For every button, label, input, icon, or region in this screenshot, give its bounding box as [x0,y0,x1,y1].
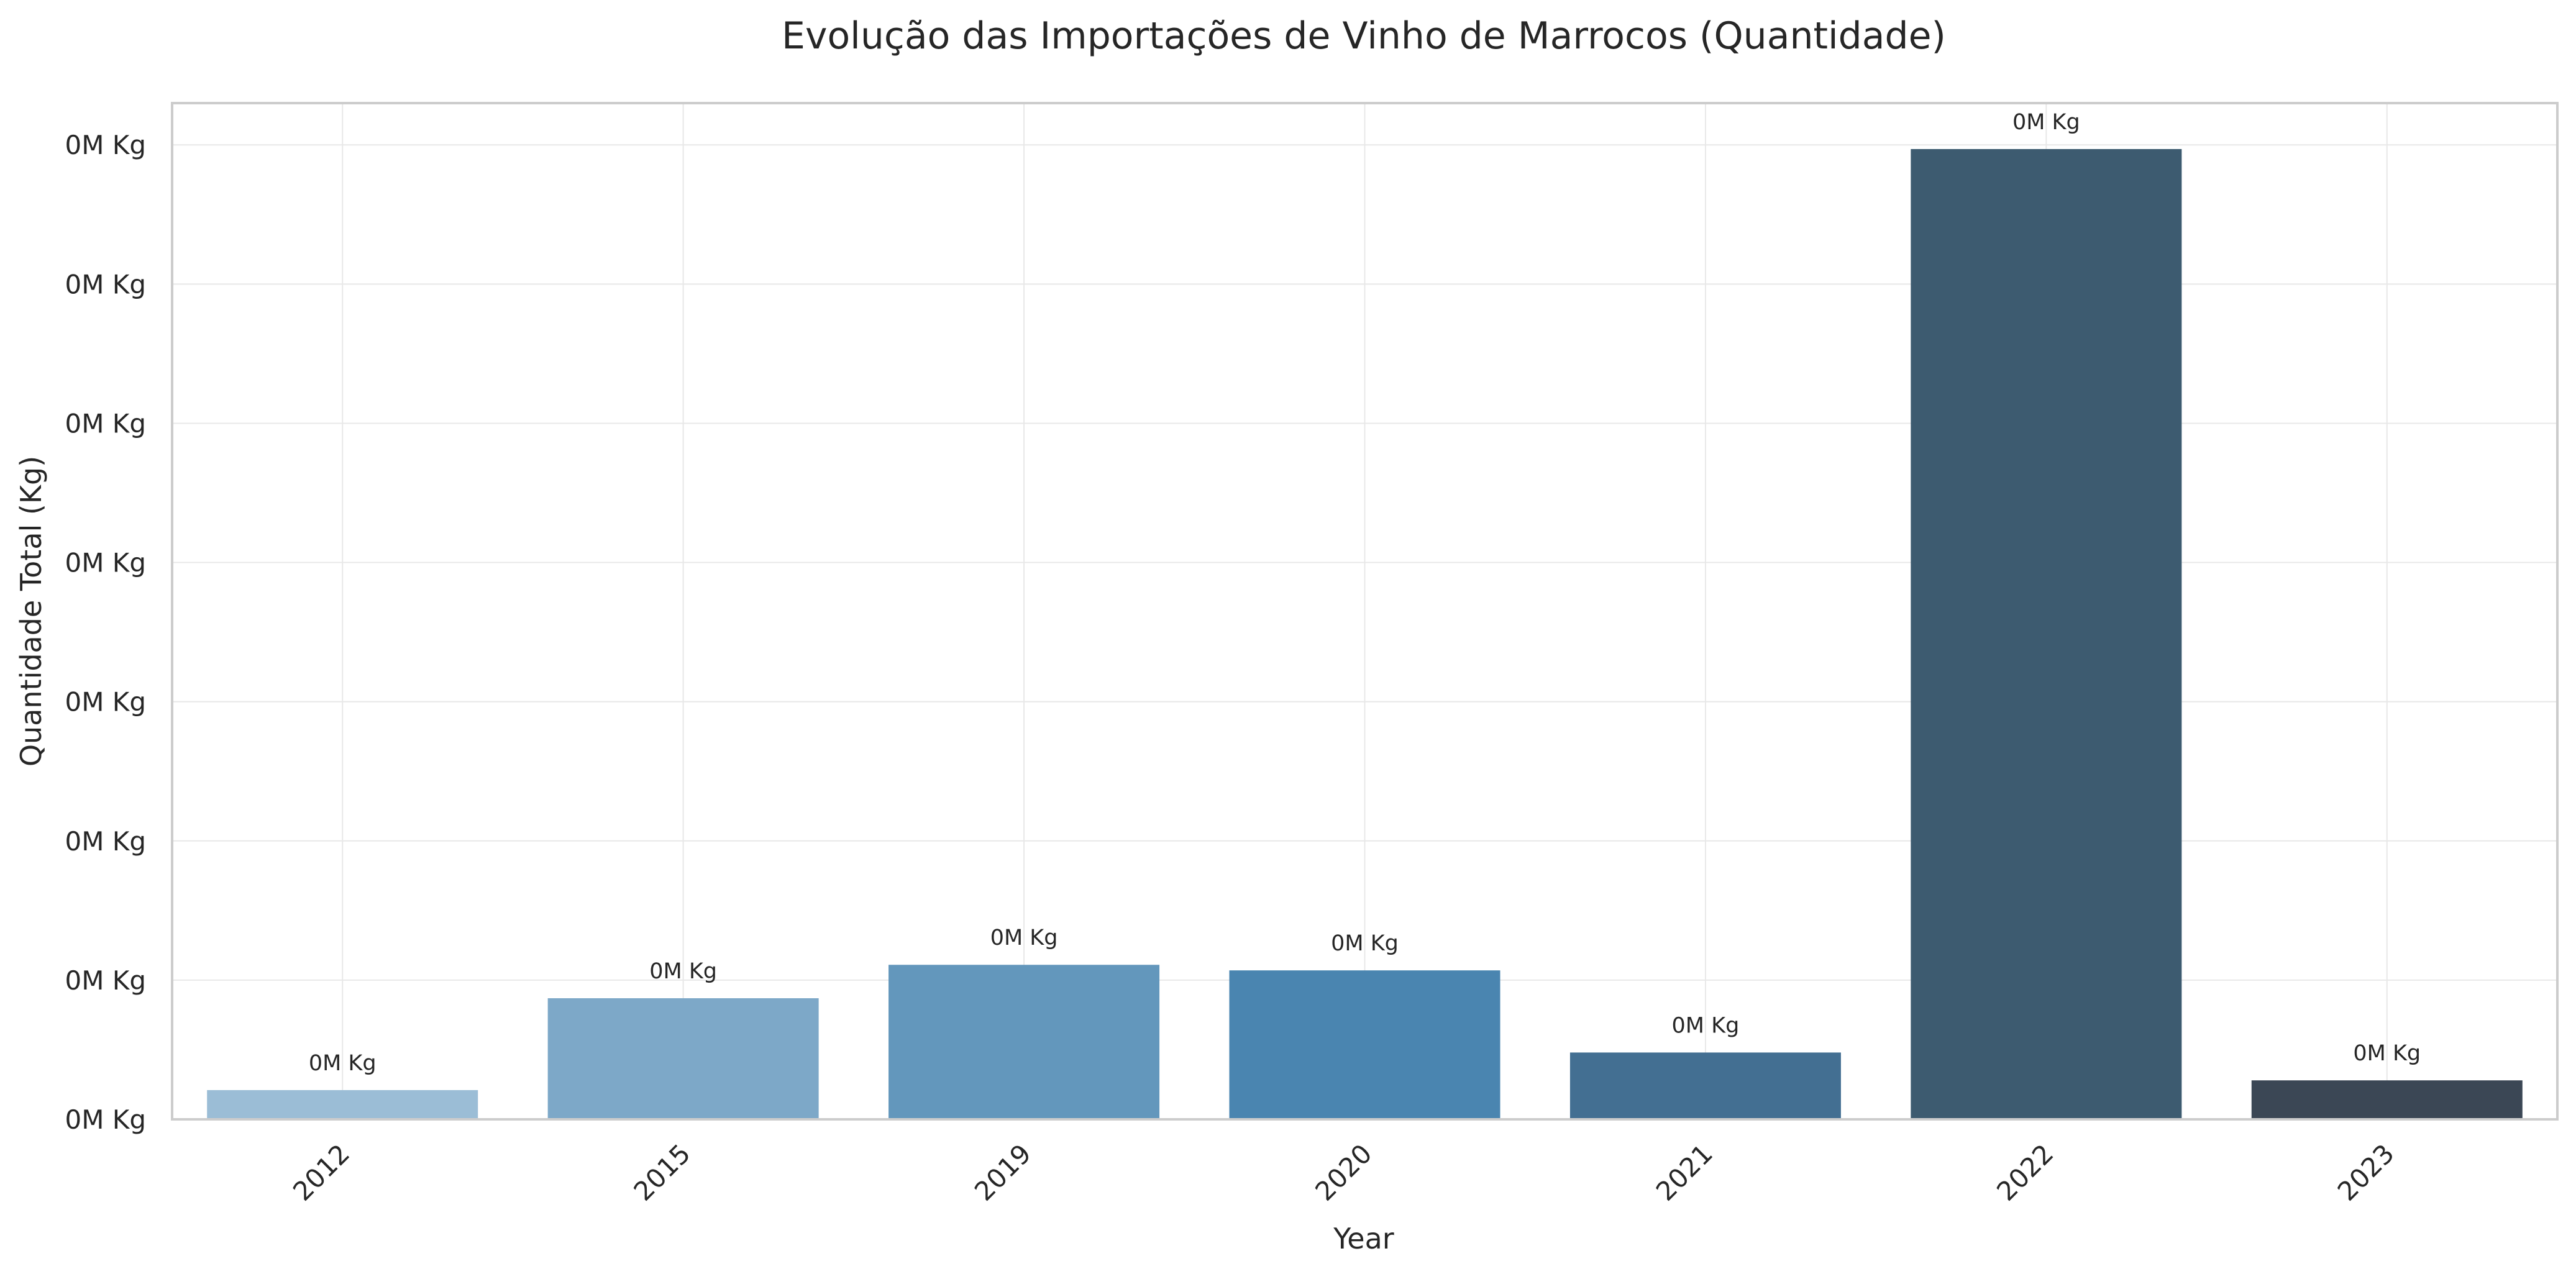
bar-data-label: 0M Kg [309,1051,377,1076]
bar-data-label: 0M Kg [1672,1013,1740,1038]
y-tick-label: 0M Kg [65,687,146,717]
bar-2023 [2251,1080,2523,1119]
x-tick-label: 2021 [1650,1138,1719,1206]
x-tick-label: 2023 [2332,1138,2400,1206]
chart-title: Evolução das Importações de Vinho de Mar… [782,14,1946,58]
bar-data-label: 0M Kg [2012,110,2080,135]
x-tick-label: 2015 [628,1138,696,1206]
y-tick-label: 0M Kg [65,826,146,857]
y-tick-label: 0M Kg [65,269,146,299]
x-tick-labels: 2012 2015 2019 2020 2021 2022 2023 [287,1138,2400,1206]
y-tick-label: 0M Kg [65,408,146,439]
bar-data-labels: 0M Kg 0M Kg 0M Kg 0M Kg 0M Kg 0M Kg 0M Kg [309,110,2421,1076]
plot-frame [171,102,2559,1121]
bar-data-label: 0M Kg [990,926,1058,950]
bar-2019 [888,965,1160,1119]
bar-data-label: 0M Kg [649,959,717,984]
y-tick-label: 0M Kg [65,130,146,160]
y-tick-labels: 0M Kg 0M Kg 0M Kg 0M Kg 0M Kg 0M Kg 0M Kg 0M Kg [65,130,146,1135]
y-tick-label: 0M Kg [65,965,146,996]
y-tick-label: 0M Kg [65,1104,146,1135]
x-tick-label: 2022 [1991,1138,2059,1206]
y-tick-label: 0M Kg [65,548,146,578]
bar-data-label: 0M Kg [2353,1041,2421,1066]
bar-2015 [547,998,819,1119]
y-axis-label: Quantidade Total (Kg) [14,456,48,767]
bar-2022 [1911,148,2182,1119]
bars [207,148,2523,1119]
x-tick-label: 2019 [969,1138,1037,1206]
bar-2020 [1229,970,1500,1119]
bar-data-label: 0M Kg [1331,931,1399,956]
x-tick-label: 2020 [1309,1138,1377,1206]
x-tick-label: 2012 [287,1138,355,1206]
x-axis-label: Year [1333,1222,1394,1255]
bar-2012 [207,1090,478,1119]
bar-2021 [1569,1052,1841,1119]
